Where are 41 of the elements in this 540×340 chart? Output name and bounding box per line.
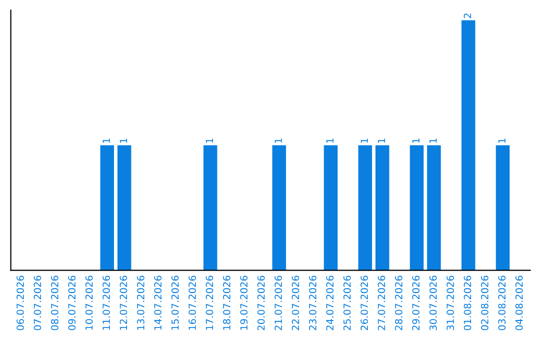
- x-tick-label: 24.07.2026: [326, 276, 334, 330]
- x-tick-label: 10.07.2026: [85, 276, 93, 330]
- x-tick-label: 01.08.2026: [464, 276, 472, 330]
- x-tick-label: 09.07.2026: [68, 276, 76, 330]
- x-tick-label: 18.07.2026: [223, 276, 230, 330]
- data-label: 1: [430, 138, 437, 143]
- x-tick-label: 16.07.2026: [188, 276, 196, 330]
- x-tick-label: 06.07.2026: [16, 276, 24, 330]
- x-tick-label: 21.07.2026: [274, 276, 282, 330]
- x-tick-label: 12.07.2026: [120, 276, 128, 330]
- data-label: 2: [464, 14, 472, 18]
- x-tick-label: 15.07.2026: [171, 276, 179, 330]
- x-tick-label: 02.08.2026: [481, 276, 488, 330]
- data-label: 1: [498, 138, 506, 143]
- data-label: 1: [326, 138, 334, 143]
- x-tick-label: 04.08.2026: [515, 276, 523, 330]
- x-tick-label: 29.07.2026: [412, 276, 420, 330]
- data-label: 1: [412, 138, 420, 143]
- x-tick-label: 19.07.2026: [240, 276, 248, 330]
- x-tick-label: 26.07.2026: [360, 276, 368, 330]
- x-tick-label: 23.07.2026: [309, 276, 316, 330]
- x-tick-label: 07.07.2026: [34, 276, 42, 330]
- x-tick-label: 30.07.2026: [429, 276, 437, 330]
- x-tick-label: 22.07.2026: [292, 276, 300, 330]
- x-tick-label: 13.07.2026: [136, 276, 144, 330]
- data-label: 1: [120, 138, 128, 143]
- x-tick-label: 25.07.2026: [343, 276, 351, 330]
- data-label: 1: [378, 138, 386, 143]
- x-tick-label: 20.07.2026: [257, 276, 265, 330]
- x-tick-label: 17.07.2026: [206, 276, 214, 330]
- data-label: 1: [360, 138, 368, 143]
- data-label: 1: [206, 138, 214, 143]
- x-tick-label: 28.07.2026: [395, 276, 402, 330]
- x-tick-label: 14.07.2026: [154, 276, 162, 330]
- x-tick-label: 11.07.2026: [102, 276, 110, 330]
- x-tick-label: 27.07.2026: [378, 276, 386, 330]
- x-tick-label: 31.07.2026: [446, 276, 454, 330]
- x-tick-label: 03.08.2026: [498, 276, 506, 330]
- x-tick-label: 08.07.2026: [50, 276, 58, 330]
- data-label: 1: [274, 138, 282, 143]
- data-label: 1: [102, 138, 110, 143]
